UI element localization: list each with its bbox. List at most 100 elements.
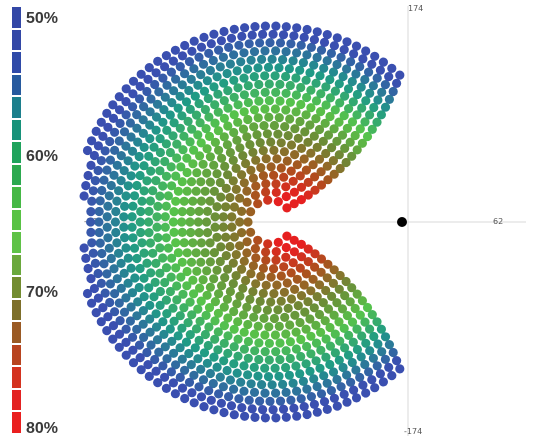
data-point bbox=[159, 105, 169, 115]
data-point bbox=[168, 131, 178, 141]
data-point bbox=[152, 212, 162, 222]
data-point bbox=[329, 41, 339, 51]
data-point bbox=[316, 89, 326, 99]
data-point bbox=[284, 370, 294, 380]
data-point bbox=[215, 372, 225, 382]
data-point bbox=[162, 125, 172, 135]
data-point bbox=[357, 331, 367, 341]
data-point bbox=[194, 228, 204, 238]
data-point bbox=[319, 37, 330, 48]
data-point bbox=[301, 359, 311, 369]
data-point bbox=[222, 68, 232, 79]
data-point bbox=[334, 355, 344, 365]
data-point bbox=[217, 153, 227, 163]
data-point bbox=[352, 289, 362, 299]
tick-bottom: -174 bbox=[404, 427, 422, 436]
data-point bbox=[221, 183, 231, 193]
data-point bbox=[155, 147, 165, 158]
data-point bbox=[170, 389, 180, 399]
data-point bbox=[248, 261, 258, 271]
data-point bbox=[195, 151, 205, 161]
data-point bbox=[275, 396, 286, 406]
data-point bbox=[110, 289, 120, 299]
data-point bbox=[97, 185, 107, 196]
data-point bbox=[266, 162, 276, 172]
data-point bbox=[343, 350, 354, 360]
data-point bbox=[105, 279, 115, 289]
data-point bbox=[289, 247, 299, 257]
data-point bbox=[237, 170, 247, 180]
data-point bbox=[332, 59, 342, 70]
data-point bbox=[311, 338, 322, 348]
data-point bbox=[332, 401, 342, 411]
data-point bbox=[260, 413, 270, 423]
data-point bbox=[169, 86, 179, 96]
data-point bbox=[205, 152, 215, 162]
data-point bbox=[309, 60, 319, 70]
data-point bbox=[239, 48, 249, 58]
data-point bbox=[114, 248, 124, 258]
data-point bbox=[134, 151, 144, 162]
data-point bbox=[119, 166, 129, 176]
data-point bbox=[139, 248, 149, 258]
data-point bbox=[271, 255, 281, 265]
data-point bbox=[155, 134, 165, 144]
data-point bbox=[196, 364, 206, 374]
data-point bbox=[142, 176, 152, 186]
data-point bbox=[187, 46, 197, 56]
data-point bbox=[254, 96, 264, 106]
data-point bbox=[328, 156, 338, 166]
data-point bbox=[251, 181, 261, 191]
data-point bbox=[220, 273, 230, 283]
data-point bbox=[351, 365, 361, 375]
data-point bbox=[303, 177, 313, 187]
data-point bbox=[292, 411, 302, 421]
data-point bbox=[322, 56, 332, 66]
data-point bbox=[242, 237, 252, 247]
data-point bbox=[202, 144, 212, 154]
data-point bbox=[225, 286, 235, 297]
data-point bbox=[278, 55, 288, 65]
data-point bbox=[241, 275, 251, 286]
data-point bbox=[272, 280, 282, 290]
data-point bbox=[342, 397, 352, 407]
data-point bbox=[299, 154, 309, 164]
data-point bbox=[339, 323, 349, 333]
data-point bbox=[392, 356, 402, 366]
tick-right: 62 bbox=[493, 217, 503, 226]
data-point bbox=[206, 395, 216, 405]
data-point bbox=[193, 130, 203, 140]
data-point bbox=[295, 116, 305, 127]
data-point bbox=[263, 62, 274, 72]
data-point bbox=[229, 324, 239, 334]
data-point bbox=[274, 63, 284, 73]
data-point bbox=[142, 86, 152, 97]
data-point bbox=[128, 102, 138, 112]
data-point bbox=[213, 327, 223, 337]
data-point bbox=[81, 253, 91, 263]
data-point bbox=[172, 153, 182, 163]
data-point bbox=[258, 146, 268, 156]
data-point bbox=[292, 386, 302, 396]
data-point bbox=[223, 348, 233, 358]
data-point bbox=[214, 145, 224, 155]
data-point bbox=[352, 145, 362, 155]
data-point bbox=[368, 353, 378, 363]
data-point bbox=[330, 329, 340, 339]
legend-color-segment bbox=[12, 187, 21, 208]
data-point bbox=[251, 253, 261, 263]
data-point bbox=[257, 54, 267, 64]
data-point bbox=[189, 64, 199, 74]
data-point bbox=[241, 158, 251, 169]
data-point bbox=[138, 115, 148, 125]
data-point bbox=[316, 389, 327, 399]
data-point bbox=[270, 104, 280, 114]
data-point bbox=[335, 270, 345, 281]
data-point bbox=[330, 105, 340, 115]
data-point bbox=[149, 142, 159, 152]
data-point bbox=[228, 258, 238, 268]
data-point bbox=[384, 340, 394, 350]
data-point bbox=[336, 382, 346, 392]
data-point bbox=[235, 193, 245, 203]
legend-label-50: 50% bbox=[26, 10, 59, 27]
